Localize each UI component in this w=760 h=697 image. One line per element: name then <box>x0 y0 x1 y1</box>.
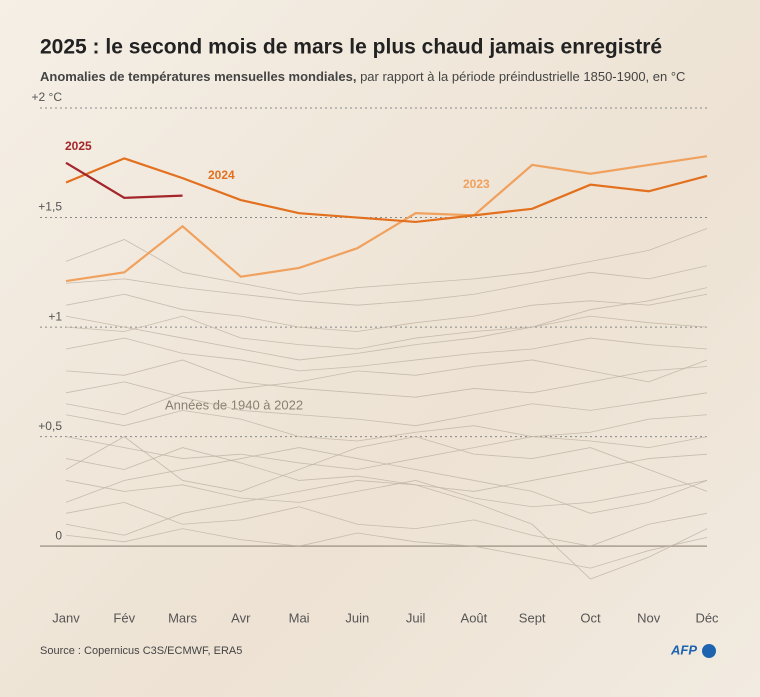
x-tick-label: Mars <box>168 610 197 625</box>
background-line <box>65 528 708 569</box>
x-tick-label: Avr <box>231 610 251 625</box>
x-tick-label: Sept <box>519 610 546 625</box>
chart-title: 2025 : le second mois de mars le plus ch… <box>40 36 662 59</box>
logo-dot <box>702 644 716 658</box>
series-label: 2025 <box>65 139 92 153</box>
background-line <box>65 359 708 398</box>
background-line <box>65 447 708 492</box>
subtitle-bold: Anomalies de températures mensuelles mon… <box>40 69 356 84</box>
background-line <box>65 228 708 295</box>
y-tick-label: +2 °C <box>32 90 63 104</box>
series-line <box>65 161 183 199</box>
subtitle-rest: par rapport à la période préindustrielle… <box>360 69 685 84</box>
source: Source : Copernicus C3S/ECMWF, ERA5 <box>40 645 242 657</box>
y-tick-label: +1 <box>48 309 62 323</box>
background-line <box>65 359 708 416</box>
y-tick-label: 0 <box>55 528 62 542</box>
chart-subtitle: Anomalies de températures mensuelles mon… <box>40 69 685 84</box>
x-tick-label: Janv <box>52 610 80 625</box>
background-line <box>65 287 708 361</box>
background-line <box>65 315 708 350</box>
background-line <box>65 436 708 470</box>
annotation: Années de 1940 à 2022 <box>165 397 303 412</box>
background-line <box>65 409 708 442</box>
y-tick-label: +1,5 <box>38 200 62 214</box>
x-tick-label: Nov <box>637 610 661 625</box>
y-tick-label: +0,5 <box>38 419 62 433</box>
x-tick-label: Juin <box>345 610 369 625</box>
background-line <box>65 293 708 332</box>
x-tick-label: Fév <box>113 610 135 625</box>
x-tick-label: Juil <box>406 610 426 625</box>
x-tick-label: Mai <box>289 610 310 625</box>
background-line <box>65 480 708 580</box>
background-line <box>65 436 708 492</box>
background-line <box>65 337 708 372</box>
series-line <box>65 155 708 283</box>
background-line <box>65 480 708 508</box>
series-label: 2023 <box>463 177 490 191</box>
logo: AFP <box>670 642 697 657</box>
series-label: 2024 <box>208 168 235 182</box>
x-tick-label: Août <box>461 610 488 625</box>
series-line <box>65 157 708 224</box>
background-line <box>65 381 708 427</box>
background-line <box>65 501 708 547</box>
background-line <box>65 265 708 306</box>
x-tick-label: Déc <box>695 610 719 625</box>
x-tick-label: Oct <box>580 610 601 625</box>
